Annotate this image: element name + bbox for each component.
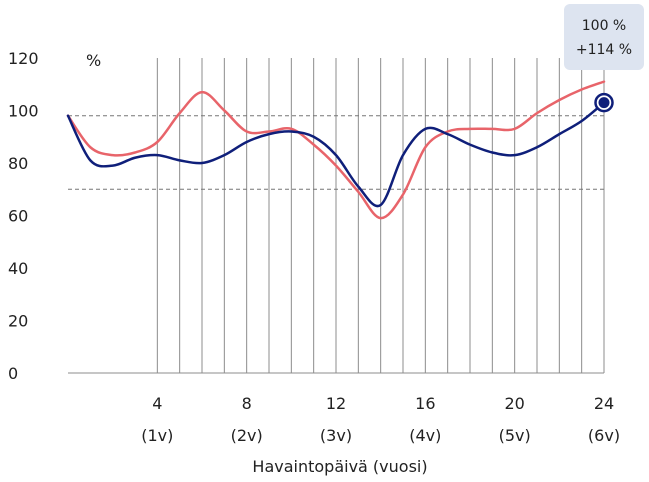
y-tick-label: 20 <box>8 312 28 331</box>
x-tick-label: 8 <box>242 394 252 413</box>
series-lines <box>66 80 606 220</box>
x-axis-label: Havaintopäivä (vuosi) <box>252 457 427 476</box>
x-tick-sublabel: (3v) <box>320 426 352 445</box>
series-line-1 <box>66 80 606 220</box>
x-tick-sublabel: (1v) <box>141 426 173 445</box>
y-tick-label: 80 <box>8 154 28 173</box>
vertical-gridlines <box>156 58 605 373</box>
x-tick-label: 12 <box>326 394 346 413</box>
end-marker-dot <box>598 97 610 109</box>
callout-line-2: +114 % <box>576 42 632 58</box>
x-tick-sublabel: (4v) <box>409 426 441 445</box>
x-tick-sublabel: (5v) <box>499 426 531 445</box>
x-tick-labels: 4 (1v) 8 (2v) 12 (3v) 16 (4v) 20 (5v) 24 (6v) <box>141 394 620 445</box>
y-tick-label: 40 <box>8 259 28 278</box>
y-axis-label: % <box>86 51 101 70</box>
x-tick-label: 16 <box>415 394 435 413</box>
y-tick-label: 0 <box>8 364 18 383</box>
callout-background <box>564 4 644 70</box>
series-line-2 <box>66 101 606 208</box>
x-tick-label: 24 <box>594 394 614 413</box>
x-tick-sublabel: (6v) <box>588 426 620 445</box>
y-tick-labels: 0 20 40 60 80 100 120 <box>8 49 39 383</box>
value-callout: 100 % +114 % <box>564 4 644 70</box>
end-point-marker <box>594 92 614 113</box>
y-tick-label: 100 <box>8 102 39 121</box>
callout-line-1: 100 % <box>582 18 626 34</box>
x-tick-label: 20 <box>504 394 524 413</box>
reference-lines <box>68 115 604 190</box>
x-tick-sublabel: (2v) <box>231 426 263 445</box>
y-tick-label: 60 <box>8 207 28 226</box>
x-tick-label: 4 <box>152 394 162 413</box>
y-tick-label: 120 <box>8 49 39 68</box>
